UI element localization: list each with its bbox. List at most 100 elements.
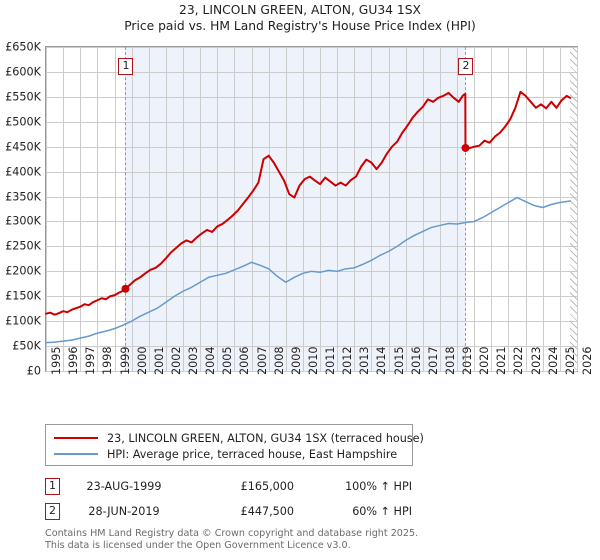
x-tick-label: 1997	[84, 346, 98, 375]
grid-layer	[46, 47, 578, 372]
chart-plot-area	[45, 46, 578, 372]
gridline-vertical	[560, 47, 561, 371]
gridline-vertical	[508, 47, 509, 371]
hpi-average-line	[45, 196, 571, 344]
x-tick-label: 2014	[375, 346, 389, 375]
gridline-vertical	[132, 47, 133, 371]
gridline-vertical	[286, 47, 287, 371]
gridline-horizontal	[46, 147, 577, 148]
y-tick-label: £200K	[5, 264, 41, 278]
gridline-horizontal	[46, 246, 577, 247]
gridline-vertical	[269, 47, 270, 371]
gridline-horizontal	[46, 371, 577, 372]
legend-label-price: 23, LINCOLN GREEN, ALTON, GU34 1SX (terr…	[107, 431, 424, 445]
x-tick-label: 2002	[169, 346, 183, 375]
x-tick-label: 2005	[221, 346, 235, 375]
gridline-vertical	[97, 47, 98, 371]
x-tick-label: 2010	[306, 346, 320, 375]
transaction-hpi-delta: 100% ↑ HPI	[345, 480, 412, 493]
legend-swatch-price	[54, 437, 98, 439]
x-tick-label: 1995	[50, 346, 63, 375]
transaction-index-badge: 2	[45, 503, 60, 520]
gridline-vertical	[423, 47, 424, 371]
sale-point-marker-2[interactable]	[461, 143, 470, 152]
x-tick-label: 1999	[118, 346, 132, 375]
gridline-horizontal	[46, 47, 577, 48]
x-tick-label: 2003	[187, 346, 201, 375]
x-tick-label: 2012	[341, 346, 355, 375]
x-tick-label: 2025	[563, 346, 577, 375]
gridline-vertical	[80, 47, 81, 371]
gridline-vertical	[389, 47, 390, 371]
legend-swatch-hpi	[54, 453, 98, 455]
x-tick-label: 1996	[67, 346, 81, 375]
y-tick-label: £0	[26, 364, 41, 378]
x-tick-label: 2013	[358, 346, 372, 375]
y-tick-label: £300K	[5, 214, 41, 228]
series-layer	[45, 90, 572, 344]
gridline-vertical	[320, 47, 321, 371]
x-tick-label: 2022	[512, 346, 526, 375]
y-tick-label: £150K	[5, 289, 41, 303]
x-tick-label: 2019	[461, 346, 475, 375]
page-title: 23, LINCOLN GREEN, ALTON, GU34 1SX	[179, 3, 421, 17]
legend-label-hpi: HPI: Average price, terraced house, East…	[107, 447, 398, 461]
x-tick-label: 2021	[495, 346, 509, 375]
ownership-period-band	[125, 47, 466, 371]
attribution-line-1: Contains HM Land Registry data © Crown c…	[45, 528, 419, 539]
y-tick-label: £250K	[5, 239, 41, 253]
gridline-vertical	[115, 47, 116, 371]
x-tick-label: 2018	[443, 346, 457, 375]
transaction-index-badge: 1	[45, 478, 60, 495]
legend-item-hpi: HPI: Average price, terraced house, East…	[54, 446, 404, 462]
gridline-vertical	[457, 47, 458, 371]
y-tick-label: £400K	[5, 165, 41, 179]
gridline-vertical	[543, 47, 544, 371]
attribution-line-2: This data is licensed under the Open Gov…	[45, 539, 351, 551]
gridline-vertical	[474, 47, 475, 371]
gridline-vertical	[166, 47, 167, 371]
sale-point-marker-1[interactable]	[121, 284, 130, 293]
x-tick-label: 2007	[255, 346, 269, 375]
legend-item-price: 23, LINCOLN GREEN, ALTON, GU34 1SX (terr…	[54, 430, 424, 446]
x-tick-label: 2020	[478, 346, 492, 375]
title-block: 23, LINCOLN GREEN, ALTON, GU34 1SX Price…	[0, 2, 600, 35]
x-tick-label: 2024	[546, 346, 560, 375]
x-tick-label: 2001	[152, 346, 166, 375]
y-tick-label: £550K	[5, 90, 41, 104]
transaction-hpi-delta: 60% ↑ HPI	[352, 505, 412, 518]
annotation-callout-2[interactable]: 2	[458, 58, 474, 75]
gridline-vertical	[217, 47, 218, 371]
annotation-callout-1[interactable]: 1	[118, 58, 134, 75]
gridline-vertical	[371, 47, 372, 371]
x-tick-label: 2008	[272, 346, 286, 375]
price-paid-line	[45, 90, 572, 316]
gridline-vertical	[406, 47, 407, 371]
attribution-footer: Contains HM Land Registry data © Crown c…	[45, 528, 585, 551]
x-tick-label: 2009	[289, 346, 303, 375]
gridline-vertical	[577, 47, 578, 371]
table-row: 2 28-JUN-2019 £447,500 60% ↑ HPI	[45, 499, 465, 524]
no-data-hatch-region	[570, 47, 577, 371]
gridline-vertical	[526, 47, 527, 371]
gridline-vertical	[491, 47, 492, 371]
y-tick-label: £350K	[5, 190, 41, 204]
annotation-marker-line-1	[125, 47, 127, 371]
transaction-date: 28-JUN-2019	[88, 505, 160, 518]
gridline-horizontal	[46, 221, 577, 222]
gridline-horizontal	[46, 197, 577, 198]
x-tick-label: 2017	[426, 346, 440, 375]
gridline-vertical	[63, 47, 64, 371]
y-tick-label: £450K	[5, 140, 41, 154]
transaction-date: 23-AUG-1999	[86, 480, 162, 493]
transaction-price: £165,000	[240, 480, 294, 493]
gridline-horizontal	[46, 172, 577, 173]
x-tick-label: 1998	[101, 346, 115, 375]
gridline-vertical	[183, 47, 184, 371]
gridline-vertical	[354, 47, 355, 371]
transaction-price: £447,500	[240, 505, 294, 518]
x-tick-label: 2026	[581, 346, 594, 375]
x-tick-label: 2000	[135, 346, 149, 375]
gridline-horizontal	[46, 72, 577, 73]
